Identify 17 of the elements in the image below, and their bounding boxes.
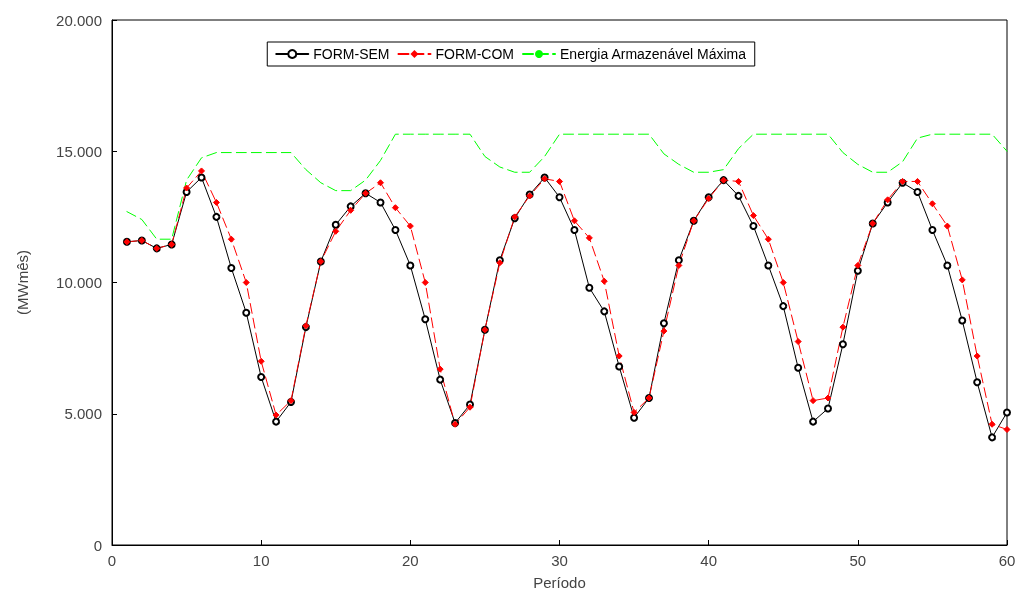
x-tick-label: 30	[551, 552, 568, 569]
x-tick-label: 20	[401, 552, 419, 569]
x-tick-label: 50	[849, 552, 867, 569]
y-tick-label: 15.000	[56, 142, 102, 160]
x-axis-title: Período	[533, 574, 586, 591]
y-tick-label: 0	[93, 536, 102, 554]
legend-label: FORM-SEM	[313, 46, 390, 62]
x-tick-label: 0	[107, 552, 117, 569]
y-tick-label: 5.000	[64, 405, 102, 423]
legend-label: FORM-COM	[435, 46, 515, 62]
x-tick-label: 40	[700, 552, 718, 569]
x-tick-label: 60	[998, 552, 1016, 569]
y-tick-label: 20.000	[56, 11, 102, 29]
legend-label: Energia Armazenável Máxima	[560, 46, 747, 62]
x-tick-label: 10	[252, 552, 270, 569]
y-axis-title: (MWmês)	[14, 250, 31, 315]
y-tick-label: 10.000	[56, 274, 102, 291]
